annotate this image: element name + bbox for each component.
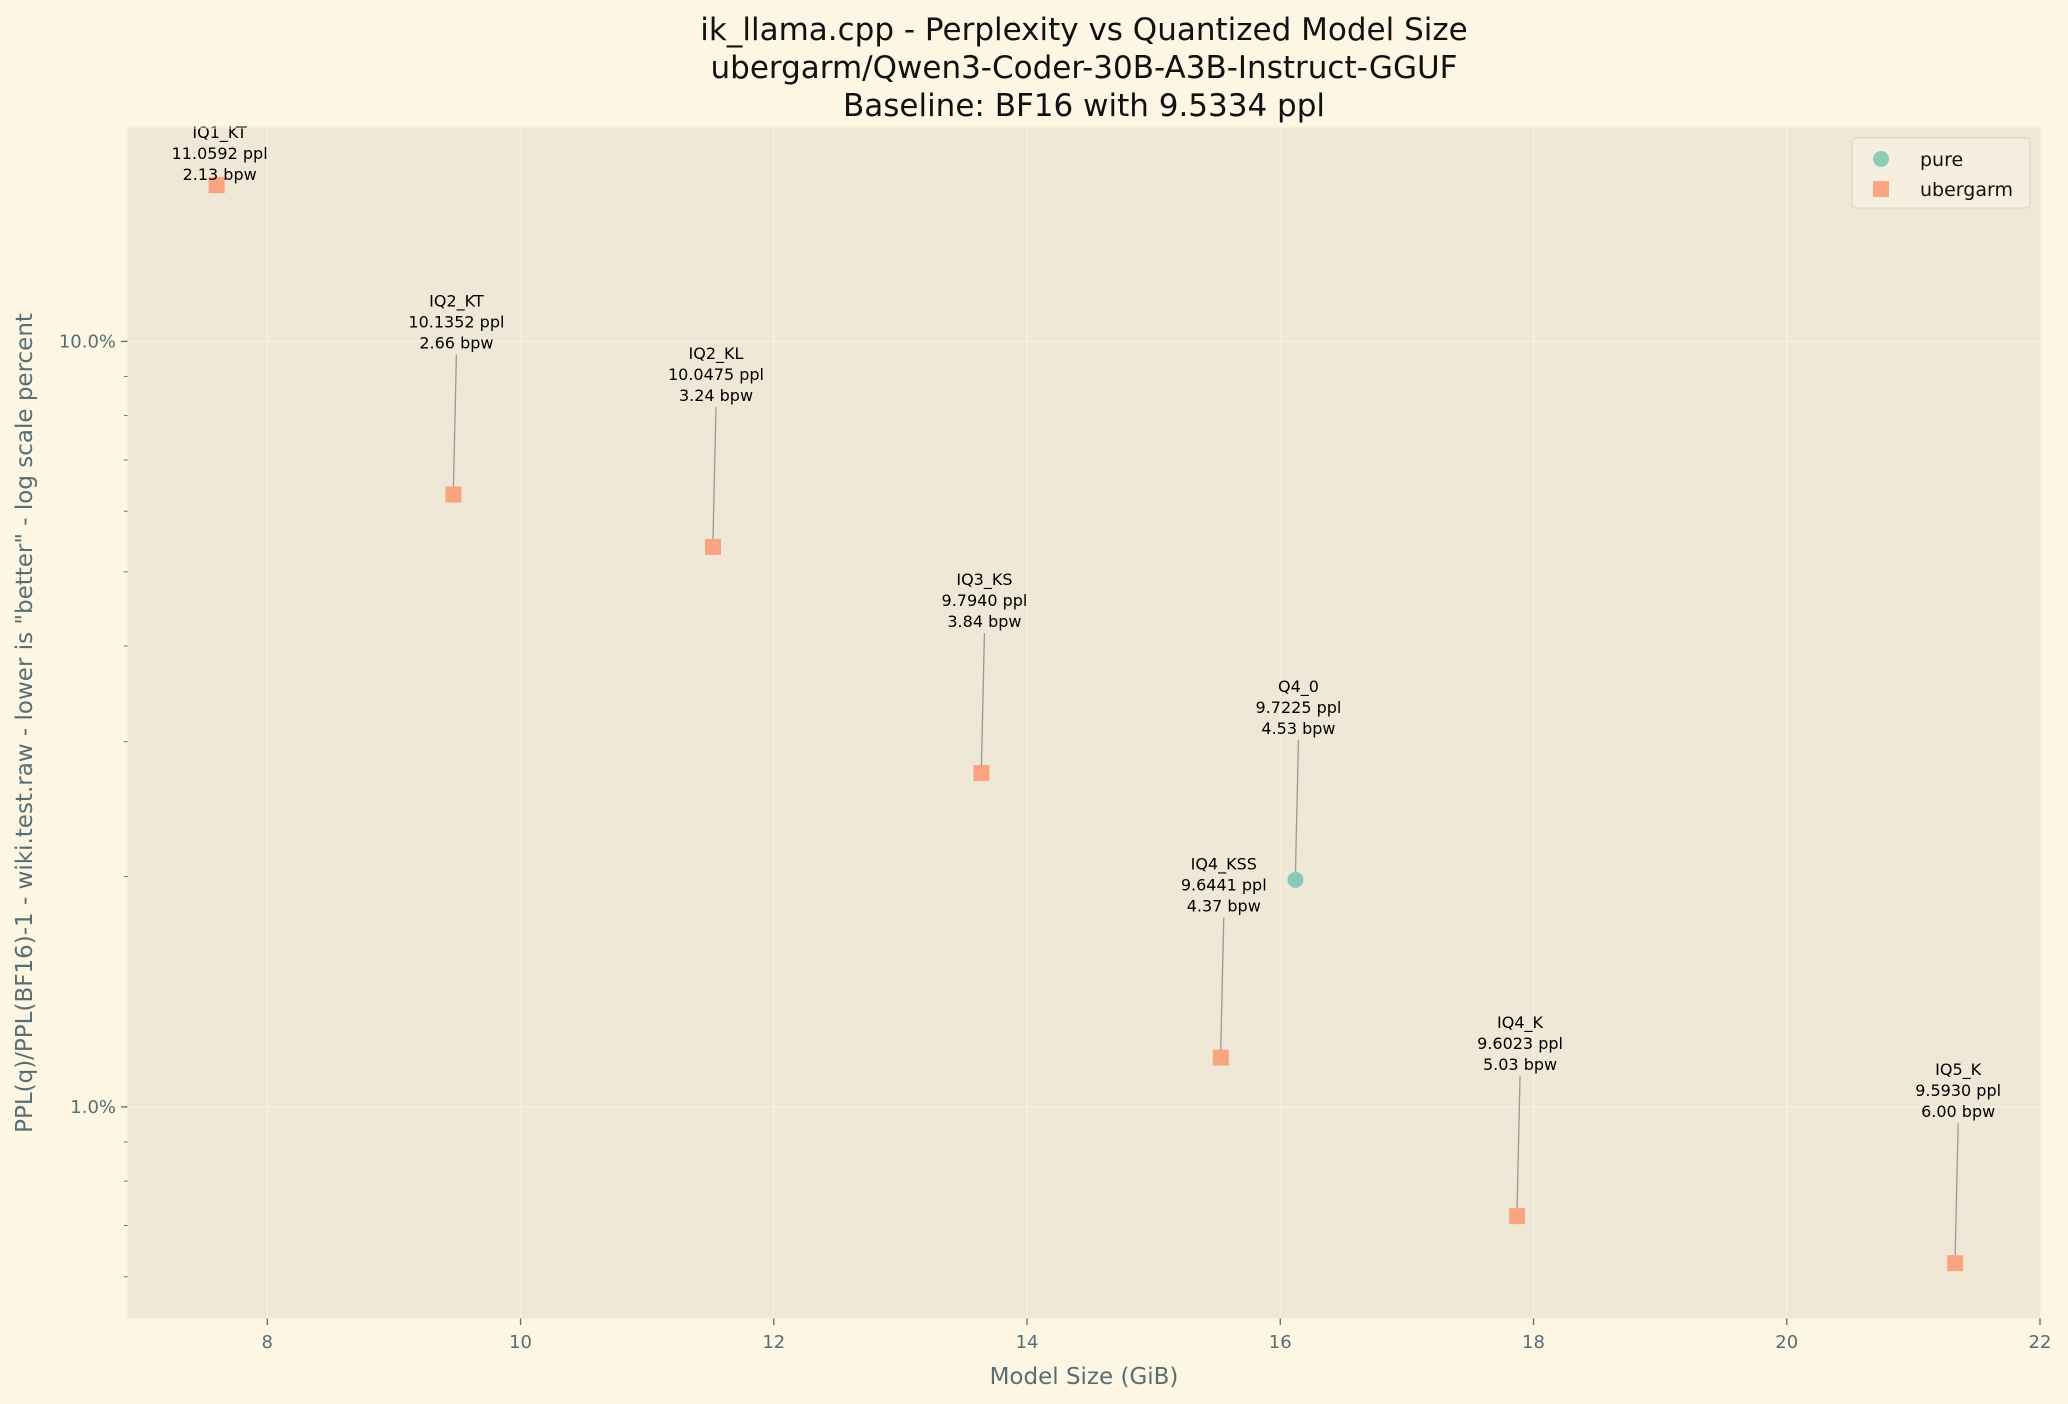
data-label-line: 2.66 bpw <box>419 333 493 352</box>
data-label: IQ4_K9.6023 ppl 5.03 bpw <box>1477 1013 1563 1074</box>
annotation-connector <box>1294 739 1300 872</box>
plot-area <box>128 128 2040 1318</box>
x-tick-label: 10 <box>509 1332 532 1353</box>
chart-title-line: Baseline: BF16 with 9.5334 ppl <box>843 88 1325 124</box>
data-label-line: 5.03 bpw <box>1483 1055 1557 1074</box>
x-tick-label: 18 <box>1522 1332 1545 1353</box>
y-axis-label: PPL(q)/PPL(BF16)-1 - wiki.test.raw - low… <box>12 313 38 1133</box>
data-label-line: 11.0592 ppl <box>172 144 268 163</box>
annotation-connector <box>1954 1123 1959 1256</box>
data-label-line: 3.84 bpw <box>947 612 1021 631</box>
x-tick-label: 16 <box>1269 1332 1292 1353</box>
x-tick-label: 14 <box>1016 1332 1039 1353</box>
annotation-connector <box>452 354 458 487</box>
chart-title-line: ik_llama.cpp - Perplexity vs Quantized M… <box>700 12 1467 48</box>
data-label-line: IQ2_KT <box>429 291 484 311</box>
data-point <box>445 486 462 503</box>
x-tick-label: 8 <box>262 1332 273 1353</box>
x-axis-label: Model Size (GiB) <box>990 1364 1179 1390</box>
data-label-line: 9.6441 ppl <box>1181 876 1267 895</box>
data-label-line: 4.37 bpw <box>1187 897 1261 916</box>
annotation-connector <box>980 633 986 766</box>
data-label-line: 6.00 bpw <box>1921 1102 1995 1121</box>
legend <box>1851 137 2031 209</box>
x-tick-label: 12 <box>762 1332 785 1353</box>
data-label-line: Q4_0 <box>1278 677 1319 697</box>
data-label-line: 9.7225 ppl <box>1256 698 1342 717</box>
annotation-connector <box>1220 917 1225 1050</box>
data-label-line: IQ1_KT <box>192 123 247 143</box>
y-tick-label: 1.0% <box>70 1097 116 1118</box>
data-label-line: 9.6023 ppl <box>1477 1034 1563 1053</box>
data-label-line: IQ5_K <box>1935 1060 1981 1080</box>
annotation-connector <box>712 406 717 539</box>
data-label-line: 9.5930 ppl <box>1915 1081 2001 1100</box>
x-tick-label: 20 <box>1775 1332 1798 1353</box>
data-point <box>704 538 721 555</box>
data-label-line: 10.1352 ppl <box>408 312 504 331</box>
data-point <box>1947 1255 1964 1272</box>
data-label-line: 10.0475 ppl <box>668 365 764 384</box>
legend-entry: ubergarm <box>1920 179 2013 201</box>
data-label-line: 3.24 bpw <box>679 386 753 405</box>
data-point <box>973 765 990 782</box>
data-point <box>1212 1049 1229 1066</box>
data-point <box>208 177 225 194</box>
data-point <box>1287 871 1304 888</box>
data-label-line: IQ3_KS <box>956 570 1012 590</box>
legend-entry: pure <box>1920 149 1963 171</box>
axes-frame <box>127 127 2041 1319</box>
data-label-line: 9.7940 ppl <box>942 591 1028 610</box>
y-tick-label: 10.0% <box>59 331 116 352</box>
chart-title-line: ubergarm/Qwen3-Coder-30B-A3B-Instruct-GG… <box>711 50 1458 86</box>
data-label-line: 4.53 bpw <box>1261 719 1335 738</box>
legend-marker <box>1873 151 1889 167</box>
data-label-line: IQ2_KL <box>689 344 744 364</box>
x-tick-label: 22 <box>2029 1332 2052 1353</box>
data-label: IQ3_KS9.7940 ppl 3.84 bpw <box>942 570 1028 631</box>
data-label-line: IQ4_K <box>1497 1013 1543 1033</box>
annotation-connector <box>1516 1076 1521 1209</box>
data-point <box>1509 1208 1526 1225</box>
data-label-line: IQ4_KSS <box>1191 855 1257 875</box>
data-label: IQ5_K9.5930 ppl 6.00 bpw <box>1915 1060 2001 1121</box>
data-label: Q4_09.7225 ppl 4.53 bpw <box>1256 677 1342 738</box>
data-label-line: 2.13 bpw <box>183 165 257 184</box>
legend-marker <box>1873 181 1889 197</box>
